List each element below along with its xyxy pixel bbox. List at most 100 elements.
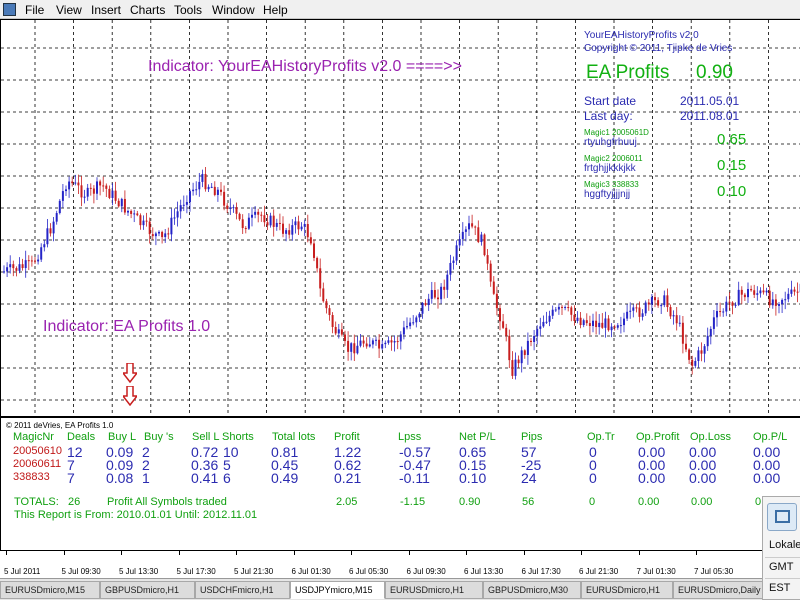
- menu-charts[interactable]: Charts: [130, 3, 166, 17]
- candle-body: [58, 200, 61, 214]
- candle-body: [666, 295, 669, 308]
- magic3-label: Magic3 338833: [584, 180, 639, 189]
- candle-body: [303, 224, 306, 227]
- candle-body: [15, 268, 18, 271]
- report-cell: -0.47: [399, 457, 431, 473]
- candle-body: [179, 205, 182, 212]
- time-tick-label: 5 Jul 09:30: [61, 567, 101, 576]
- app-icon[interactable]: [3, 3, 16, 16]
- candle-body: [685, 343, 687, 350]
- totals-value: 0.00: [691, 496, 713, 508]
- tz-option-gmt[interactable]: GMT: [769, 561, 794, 573]
- chart-tab[interactable]: EURUSDmicro,M15: [0, 581, 100, 599]
- candle-body: [254, 211, 257, 215]
- totals-value: 0.00: [638, 496, 660, 508]
- candle-body: [6, 267, 9, 272]
- price-chart[interactable]: Indicator: YourEAHistoryProfits v2.0 ===…: [0, 19, 800, 416]
- chart-tab[interactable]: EURUSDmicro,H1: [385, 581, 483, 599]
- report-cell: 338833: [13, 471, 50, 483]
- candle-body: [765, 290, 768, 293]
- candle-body: [170, 217, 173, 235]
- report-header-cell: Sell L: [192, 431, 220, 443]
- candle-body: [164, 233, 167, 238]
- report-cell: 0.10: [459, 470, 487, 486]
- candle-body: [195, 189, 198, 191]
- report-cell: 0.62: [334, 457, 362, 473]
- report-cell: 0.00: [753, 470, 781, 486]
- candle-body: [192, 189, 195, 192]
- candle-body: [557, 306, 560, 310]
- candle-body: [598, 322, 601, 328]
- candle-body: [452, 260, 455, 263]
- candle-body: [322, 288, 325, 302]
- clock-settings-button[interactable]: [767, 503, 797, 531]
- chart-tab[interactable]: GBPUSDmicro,H1: [100, 581, 195, 599]
- report-header-cell: Op.P/L: [753, 431, 788, 443]
- time-tick-mark: [63, 551, 65, 555]
- candle-body: [709, 328, 712, 336]
- candle-body: [464, 229, 467, 232]
- time-tick-label: 6 Jul 13:30: [464, 567, 504, 576]
- magic2-label: Magic2 2006011: [584, 154, 643, 163]
- candle-body: [672, 315, 675, 317]
- candlestick-chart[interactable]: [1, 20, 800, 416]
- candle-body: [505, 327, 508, 336]
- chart-tab[interactable]: GBPUSDmicro,M30: [483, 581, 581, 599]
- report-cell: 0.00: [638, 444, 666, 460]
- time-tick-mark: [293, 551, 295, 555]
- candle-body: [632, 307, 635, 311]
- candle-body: [123, 198, 126, 213]
- candle-body: [18, 264, 21, 271]
- chart-tab[interactable]: USDJPYmicro,M15: [290, 581, 385, 599]
- candle-body: [430, 290, 433, 299]
- report-cell: 7: [67, 470, 75, 486]
- menu-window[interactable]: Window: [212, 3, 255, 17]
- candle-body: [607, 318, 610, 331]
- candle-body: [548, 315, 551, 322]
- tz-option-est[interactable]: EST: [769, 582, 791, 594]
- report-header-cell: Deals: [67, 431, 96, 443]
- candle-body: [313, 243, 315, 258]
- candle-body: [285, 230, 288, 234]
- menu-view[interactable]: View: [56, 3, 82, 17]
- candle-body: [278, 222, 281, 224]
- report-cell: 1.22: [334, 444, 362, 460]
- candle-body: [650, 297, 653, 305]
- report-header-cell: Buy L: [108, 431, 137, 443]
- candle-body: [719, 311, 722, 313]
- report-header-cell: MagicNr: [13, 431, 54, 443]
- chart-tab[interactable]: USDCHFmicro,H1: [195, 581, 290, 599]
- menu-tools[interactable]: Tools: [174, 3, 203, 17]
- chart-tab[interactable]: EURUSDmicro,H1: [581, 581, 673, 599]
- candle-body: [161, 231, 164, 238]
- candle-body: [291, 225, 294, 235]
- candle-body: [61, 191, 64, 201]
- time-tick-label: 7 Jul 01:30: [636, 567, 676, 576]
- report-period: This Report is From: 2010.01.01 Until: 2…: [14, 509, 258, 521]
- candle-body: [226, 205, 229, 209]
- candle-body: [787, 293, 790, 300]
- candle-body: [477, 227, 480, 243]
- menu-insert[interactable]: Insert: [91, 3, 122, 17]
- menu-file[interactable]: File: [25, 3, 45, 17]
- tz-option-lokale[interactable]: Lokale: [769, 539, 800, 551]
- time-tick-mark: [178, 551, 180, 555]
- candle-body: [120, 198, 123, 207]
- candle-body: [145, 220, 148, 222]
- candle-body: [154, 233, 157, 237]
- candle-body: [402, 327, 405, 335]
- menu-help[interactable]: Help: [263, 3, 288, 17]
- candle-body: [151, 234, 154, 237]
- candle-body: [514, 359, 517, 376]
- candle-body: [440, 286, 443, 300]
- candle-body: [461, 231, 464, 240]
- time-tick-mark: [696, 551, 697, 555]
- candle-body: [83, 196, 86, 198]
- candle-body: [241, 219, 244, 229]
- candle-body: [536, 328, 539, 337]
- candle-body: [530, 340, 532, 342]
- candle-body: [396, 341, 399, 343]
- report-cell: 0.00: [753, 457, 781, 473]
- time-tick-label: 5 Jul 13:30: [119, 567, 159, 576]
- candle-body: [688, 349, 691, 360]
